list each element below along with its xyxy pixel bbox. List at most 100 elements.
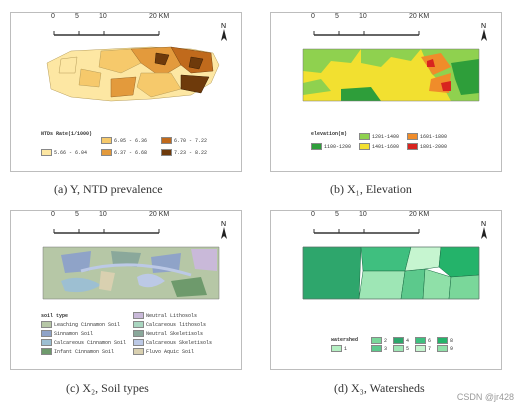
legend-item: 8 (437, 337, 453, 344)
legend-swatch (133, 330, 144, 337)
north-arrow-icon: N (481, 23, 487, 41)
legend-item: 1401-1600 (359, 143, 399, 150)
scale-tick-10: 10 (99, 13, 107, 20)
legend-item: 6.70 - 7.22 (161, 137, 207, 144)
legend-swatch (407, 133, 418, 140)
scale-bar (53, 229, 160, 234)
legend-swatch (133, 312, 144, 319)
legend-item: 4 (393, 337, 409, 344)
scale-tick-20: 20 KM (149, 211, 170, 218)
legend-item: Calcareous lithosols (133, 321, 206, 328)
legend-swatch (311, 143, 322, 150)
legend-item: 1100-1200 (311, 143, 351, 150)
legend-item: 5 (393, 345, 409, 352)
map-ntd-prevalence (46, 46, 220, 102)
legend-swatch (359, 143, 370, 150)
map-watersheds (302, 246, 480, 300)
legend-item: Leaching Cinnamon Soil (41, 321, 120, 328)
map-elevation (302, 48, 480, 102)
legend-item: Sinnamon Soil (41, 330, 93, 337)
legend-swatch (101, 149, 112, 156)
legend-item: Fluvo Aquic Soil (133, 348, 194, 355)
legend-swatch (133, 339, 144, 346)
svg-text:N: N (481, 23, 486, 30)
legend-item: 6 (415, 337, 431, 344)
north-arrow-icon: N (221, 23, 227, 41)
scale-tick-0: 0 (311, 13, 315, 20)
legend-item: 6.05 - 6.36 (101, 137, 147, 144)
legend-swatch (161, 149, 172, 156)
scale-tick-5: 5 (75, 211, 79, 218)
legend-swatch (41, 149, 52, 156)
panel-ntd-prevalence: 0 5 10 20 KM N NTDs Rate(1/1000) 5.66 - … (10, 12, 242, 172)
legend-swatch (393, 345, 404, 352)
scale-tick-5: 5 (75, 13, 79, 20)
legend-soil: soil type Leaching Cinnamon Soil Sinnamo… (41, 312, 231, 363)
panel-soil-types: 0 5 10 20 KM N soil type Leaching Cinnam… (10, 210, 242, 370)
legend-item: 6.37 - 6.68 (101, 149, 147, 156)
legend-swatch (133, 321, 144, 328)
scale-tick-5: 5 (335, 211, 339, 218)
svg-text:N: N (221, 221, 226, 228)
legend-title: watershed (331, 337, 359, 343)
legend-swatch (437, 345, 448, 352)
legend-swatch (161, 137, 172, 144)
legend-item: 1601-1800 (407, 133, 447, 140)
caption-c: (c) X₂, Soil types (66, 381, 149, 395)
scale-tick-10: 10 (359, 211, 367, 218)
scale-bar (313, 31, 420, 36)
legend-watershed: watershed 1 2 3 4 5 6 7 8 9 (331, 337, 461, 357)
scale-tick-20: 20 KM (149, 13, 170, 20)
scale-tick-0: 0 (51, 211, 55, 218)
legend-swatch (359, 133, 370, 140)
legend-item: Calcareous Skeletisols (133, 339, 212, 346)
svg-text:N: N (481, 221, 486, 228)
caption-d: (d) X₃, Watersheds (334, 381, 425, 395)
legend-swatch (41, 339, 52, 346)
legend-title: elevation(m) (311, 131, 348, 137)
legend-swatch (415, 345, 426, 352)
legend-swatch (415, 337, 426, 344)
legend-item: 3 (371, 345, 387, 352)
panel-elevation: 0 5 10 20 KM N elevation(m) 1100-1200 12… (270, 12, 502, 172)
legend-swatch (437, 337, 448, 344)
panel-watersheds: 0 5 10 20 KM N watershed 1 2 3 4 5 6 7 8… (270, 210, 502, 370)
legend-ntd: NTDs Rate(1/1000) 5.66 - 6.04 6.05 - 6.3… (41, 131, 231, 159)
legend-item: 5.66 - 6.04 (41, 149, 87, 156)
legend-item: Infant Cinnamon Soil (41, 348, 114, 355)
scale-tick-20: 20 KM (409, 211, 430, 218)
legend-swatch (41, 330, 52, 337)
legend-item: Calcareous Cinnamon Soil (41, 339, 126, 346)
scale-tick-10: 10 (359, 13, 367, 20)
legend-swatch (407, 143, 418, 150)
legend-item: Neutral Lithosols (133, 312, 197, 319)
north-arrow-icon: N (221, 221, 227, 239)
legend-swatch (371, 337, 382, 344)
legend-swatch (41, 348, 52, 355)
scale-tick-5: 5 (335, 13, 339, 20)
legend-swatch (393, 337, 404, 344)
scale-tick-20: 20 KM (409, 13, 430, 20)
legend-swatch (371, 345, 382, 352)
legend-item: 1 (331, 345, 347, 352)
legend-swatch (41, 321, 52, 328)
map-soil-types (42, 246, 220, 300)
legend-item: 1801-2000 (407, 143, 447, 150)
legend-item: 9 (437, 345, 453, 352)
scale-bar (53, 31, 160, 36)
legend-item: 7 (415, 345, 431, 352)
legend-item: 1201-1400 (359, 133, 399, 140)
legend-title: soil type (41, 313, 69, 319)
scale-tick-0: 0 (311, 211, 315, 218)
legend-swatch (331, 345, 342, 352)
legend-item: 2 (371, 337, 387, 344)
caption-a: (a) Y, NTD prevalence (54, 182, 163, 196)
legend-swatch (101, 137, 112, 144)
caption-b: (b) X₁, Elevation (330, 182, 412, 196)
scale-tick-10: 10 (99, 211, 107, 218)
legend-elevation: elevation(m) 1100-1200 1201-1400 1401-16… (311, 131, 491, 159)
svg-text:N: N (221, 23, 226, 30)
legend-item: Neutral Skeletisols (133, 330, 203, 337)
watermark: CSDN @jr428 (456, 392, 514, 402)
scale-tick-0: 0 (51, 13, 55, 20)
